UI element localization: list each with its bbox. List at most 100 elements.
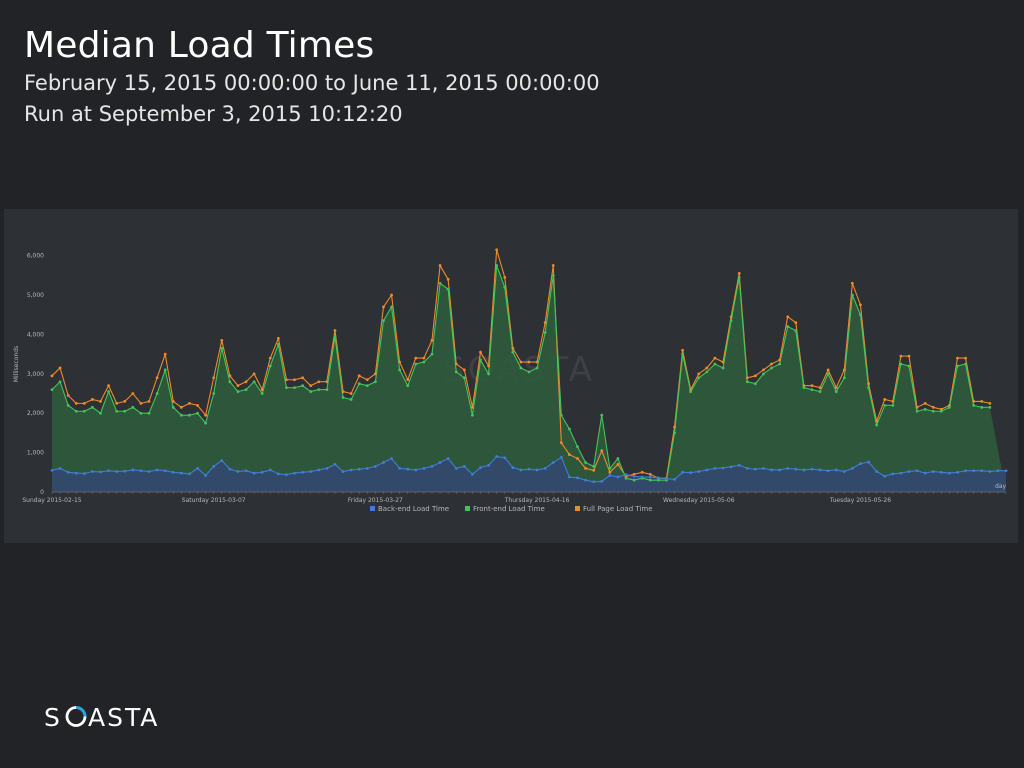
point-back-end-load-time: [689, 471, 693, 475]
point-front-end-load-time: [810, 388, 814, 391]
point-full-page-load-time: [600, 449, 604, 453]
point-front-end-load-time: [107, 390, 110, 393]
point-full-page-load-time: [842, 368, 846, 372]
point-front-end-load-time: [462, 376, 466, 380]
point-full-page-load-time: [673, 425, 676, 429]
point-full-page-load-time: [252, 372, 256, 376]
x-tick-label: Tuesday 2015-05-26: [829, 497, 891, 504]
point-back-end-load-time: [996, 469, 1000, 473]
point-front-end-load-time: [551, 273, 555, 277]
point-front-end-load-time: [931, 409, 935, 413]
point-full-page-load-time: [155, 376, 159, 380]
point-back-end-load-time: [228, 467, 232, 471]
point-full-page-load-time: [786, 315, 790, 319]
point-front-end-load-time: [285, 386, 288, 390]
point-full-page-load-time: [236, 384, 240, 388]
point-front-end-load-time: [729, 319, 733, 323]
point-full-page-load-time: [171, 400, 175, 403]
point-full-page-load-time: [349, 392, 353, 395]
point-back-end-load-time: [762, 466, 765, 470]
point-back-end-load-time: [551, 461, 555, 464]
point-back-end-load-time: [915, 469, 919, 473]
point-back-end-load-time: [794, 467, 798, 471]
point-front-end-load-time: [471, 413, 474, 417]
point-back-end-load-time: [252, 471, 256, 475]
point-full-page-load-time: [179, 405, 183, 409]
point-front-end-load-time: [972, 403, 976, 407]
point-full-page-load-time: [317, 380, 321, 384]
point-full-page-load-time: [373, 372, 377, 376]
legend-label: Front-end Load Time: [473, 505, 545, 513]
point-back-end-load-time: [899, 471, 903, 475]
point-back-end-load-time: [495, 455, 499, 458]
point-front-end-load-time: [850, 293, 854, 297]
point-full-page-load-time: [139, 401, 143, 405]
point-full-page-load-time: [729, 315, 733, 319]
point-front-end-load-time: [705, 370, 709, 374]
point-front-end-load-time: [576, 445, 579, 449]
point-full-page-load-time: [559, 441, 563, 445]
date-range-subtitle: February 15, 2015 00:00:00 to June 11, 2…: [24, 71, 600, 95]
point-full-page-load-time: [454, 362, 458, 366]
svg-text:S: S: [44, 703, 62, 732]
point-front-end-load-time: [99, 411, 102, 415]
point-back-end-load-time: [850, 466, 854, 470]
y-axis-title: Milliseconds: [13, 346, 20, 382]
point-full-page-load-time: [382, 305, 385, 309]
point-front-end-load-time: [543, 331, 547, 334]
point-full-page-load-time: [697, 372, 701, 376]
point-full-page-load-time: [479, 350, 482, 354]
point-back-end-load-time: [438, 461, 442, 464]
point-full-page-load-time: [365, 378, 369, 382]
point-full-page-load-time: [107, 384, 110, 388]
point-front-end-load-time: [171, 405, 175, 409]
legend-label: Full Page Load Time: [583, 505, 653, 513]
point-front-end-load-time: [826, 372, 830, 376]
point-front-end-load-time: [842, 376, 846, 380]
point-full-page-load-time: [268, 356, 272, 360]
point-full-page-load-time: [875, 419, 879, 423]
point-full-page-load-time: [50, 374, 54, 378]
point-full-page-load-time: [220, 338, 224, 342]
point-full-page-load-time: [931, 405, 935, 409]
point-full-page-load-time: [260, 388, 264, 391]
point-back-end-load-time: [333, 463, 337, 466]
point-back-end-load-time: [479, 466, 482, 469]
point-back-end-load-time: [939, 470, 943, 474]
point-full-page-load-time: [495, 248, 499, 252]
y-tick-label: 3,000: [27, 371, 44, 378]
point-back-end-load-time: [608, 474, 612, 477]
point-full-page-load-time: [390, 293, 393, 297]
point-back-end-load-time: [535, 468, 539, 472]
point-back-end-load-time: [584, 478, 587, 482]
point-full-page-load-time: [82, 401, 86, 405]
soasta-logo: S ASTA: [44, 703, 157, 732]
point-back-end-load-time: [309, 470, 313, 473]
point-back-end-load-time: [923, 471, 927, 475]
point-front-end-load-time: [697, 376, 701, 380]
point-front-end-load-time: [891, 403, 895, 407]
point-back-end-load-time: [988, 470, 992, 473]
point-full-page-load-time: [74, 401, 78, 405]
point-full-page-load-time: [301, 376, 305, 380]
point-full-page-load-time: [123, 400, 127, 403]
point-front-end-load-time: [568, 427, 571, 431]
y-tick-label: 4,000: [27, 331, 44, 338]
point-front-end-load-time: [236, 390, 240, 393]
point-back-end-load-time: [196, 466, 199, 470]
point-back-end-load-time: [58, 466, 62, 470]
point-back-end-load-time: [147, 470, 151, 473]
point-back-end-load-time: [422, 466, 426, 470]
point-full-page-load-time: [204, 413, 208, 417]
point-back-end-load-time: [390, 457, 393, 460]
point-front-end-load-time: [608, 466, 612, 470]
point-front-end-load-time: [818, 390, 822, 393]
point-back-end-load-time: [285, 473, 288, 477]
point-back-end-load-time: [91, 470, 94, 473]
series-areas: [52, 265, 1006, 492]
legend-swatch: [370, 506, 375, 511]
point-full-page-load-time: [244, 380, 248, 384]
point-full-page-load-time: [91, 398, 94, 401]
point-back-end-load-time: [624, 473, 628, 477]
point-front-end-load-time: [527, 370, 531, 374]
